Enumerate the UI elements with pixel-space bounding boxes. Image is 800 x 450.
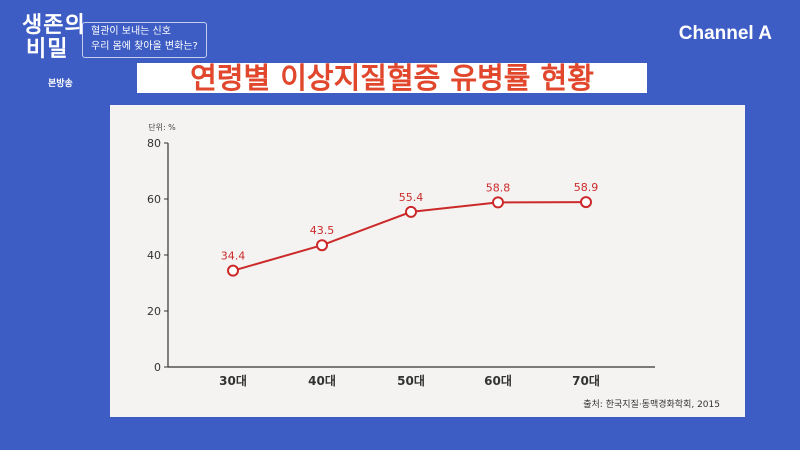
y-tick-label: 0	[154, 361, 161, 374]
episode-subtitle: 혈관이 보내는 신호 우리 몸에 찾아올 변화는?	[82, 22, 207, 58]
headline-highlight	[137, 63, 647, 93]
y-tick-label: 80	[147, 137, 161, 150]
show-tag: 본방송	[48, 79, 73, 89]
data-label: 58.9	[574, 181, 599, 194]
chart-panel	[110, 105, 745, 417]
data-point	[580, 196, 592, 209]
data-point	[316, 239, 328, 252]
x-tick-label: 40대	[308, 374, 336, 388]
data-label: 43.5	[310, 224, 335, 237]
x-tick-label: 60대	[484, 374, 512, 388]
data-point	[405, 205, 417, 218]
channel-logo: Channel A	[678, 23, 772, 44]
show-title-line1: 생존의	[22, 13, 86, 38]
chart-source: 출처: 한국지질·동맥경화학회, 2015	[583, 400, 720, 410]
x-tick-label: 30대	[219, 374, 247, 388]
data-point	[492, 196, 504, 209]
show-logo: 생존의 비밀 본방송	[22, 14, 92, 94]
subtitle-line1: 혈관이 보내는 신호	[91, 26, 171, 37]
y-tick-label: 40	[147, 249, 161, 262]
data-label: 55.4	[399, 191, 424, 204]
y-tick-label: 20	[147, 305, 161, 318]
subtitle-line2: 우리 몸에 찾아올 변화는?	[91, 41, 198, 52]
data-point	[227, 264, 239, 277]
x-tick-label: 50대	[397, 374, 425, 388]
chart-title: 연령별 이상지질혈증 유병률 현황	[190, 61, 594, 95]
x-tick-label: 70대	[572, 374, 600, 388]
show-title-line2: 비밀	[26, 37, 69, 62]
data-label: 34.4	[221, 250, 246, 263]
y-tick-label: 60	[147, 193, 161, 206]
y-unit-label: 단위: %	[148, 122, 176, 132]
data-label: 58.8	[486, 181, 511, 194]
